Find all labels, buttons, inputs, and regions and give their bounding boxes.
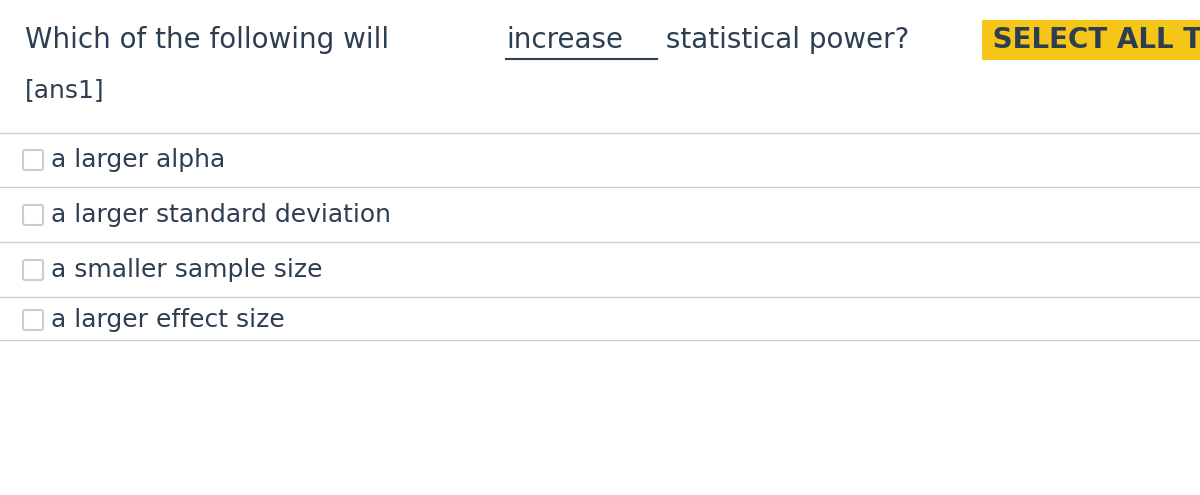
Text: statistical power?: statistical power? — [658, 26, 910, 54]
FancyBboxPatch shape — [23, 260, 43, 280]
Text: a smaller sample size: a smaller sample size — [50, 258, 323, 282]
FancyBboxPatch shape — [23, 150, 43, 170]
Text: Which of the following will: Which of the following will — [25, 26, 398, 54]
Text: a larger alpha: a larger alpha — [50, 148, 226, 172]
Text: increase: increase — [506, 26, 623, 54]
FancyBboxPatch shape — [23, 205, 43, 225]
FancyBboxPatch shape — [982, 20, 1200, 60]
Text: [ans1]: [ans1] — [25, 78, 104, 102]
Text: SELECT ALL THAT APPLY.: SELECT ALL THAT APPLY. — [983, 26, 1200, 54]
Text: a larger standard deviation: a larger standard deviation — [50, 203, 391, 227]
Text: a larger effect size: a larger effect size — [50, 308, 284, 332]
FancyBboxPatch shape — [23, 310, 43, 330]
